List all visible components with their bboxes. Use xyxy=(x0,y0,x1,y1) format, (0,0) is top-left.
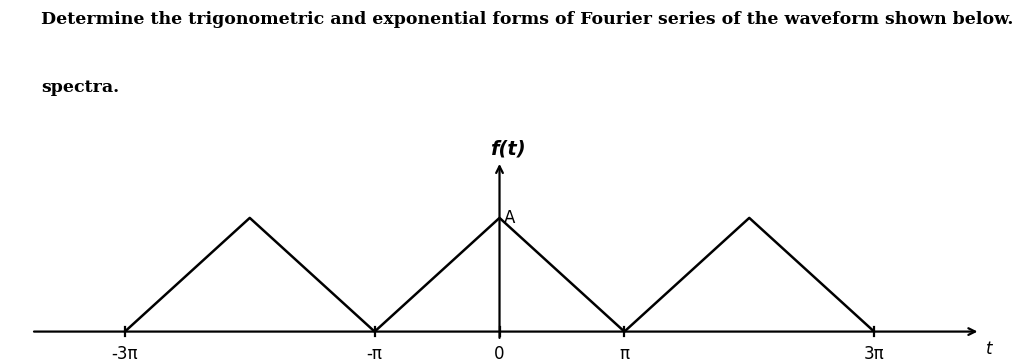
Text: 3π: 3π xyxy=(864,345,885,360)
Text: 0: 0 xyxy=(495,345,505,360)
Text: t: t xyxy=(986,339,992,357)
Text: spectra.: spectra. xyxy=(41,79,119,96)
Text: -π: -π xyxy=(367,345,383,360)
Text: π: π xyxy=(620,345,630,360)
Text: -3π: -3π xyxy=(112,345,138,360)
Text: Determine the trigonometric and exponential forms of Fourier series of the wavef: Determine the trigonometric and exponent… xyxy=(41,11,1024,28)
Text: f(t): f(t) xyxy=(489,140,525,159)
Text: A: A xyxy=(504,209,516,227)
